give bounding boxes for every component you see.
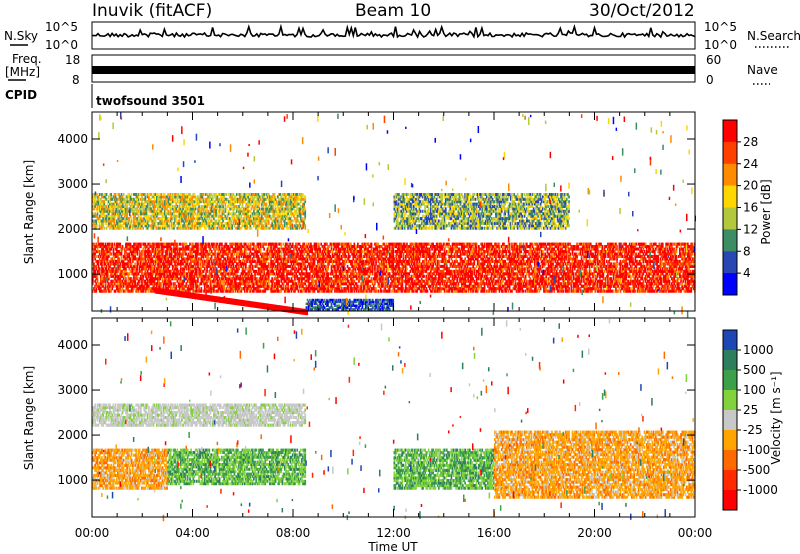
- nsky-tick-bottom: 10^0: [45, 38, 78, 52]
- heatmap-cell: [438, 260, 440, 263]
- heatmap-cell: [319, 248, 321, 251]
- heatmap-cell: [318, 243, 320, 246]
- heatmap-cell: [201, 287, 203, 290]
- freq-trace: [92, 66, 695, 74]
- heatmap-cell: [476, 243, 478, 246]
- heatmap-cell: [213, 243, 215, 246]
- heatmap-cell: [327, 272, 329, 275]
- nave-label: Nave: [747, 63, 778, 77]
- freq-label-line2: [MHz]: [5, 65, 40, 79]
- heatmap-cell: [263, 248, 265, 251]
- heatmap-cell: [284, 275, 286, 278]
- heatmap-cell: [362, 250, 364, 253]
- heatmap-cell: [111, 243, 113, 246]
- heatmap-cell: [349, 255, 351, 258]
- nave-tick-bottom: 0: [706, 73, 714, 87]
- nave-tick-top: 60: [706, 53, 721, 67]
- cpid-label: CPID: [5, 88, 37, 102]
- heatmap-cell: [357, 285, 359, 288]
- heatmap-cell: [266, 243, 268, 246]
- heatmap-cell: [180, 243, 182, 246]
- heatmap-cell: [221, 243, 223, 246]
- heatmap-cell: [427, 290, 429, 293]
- heatmap-cell: [205, 243, 207, 246]
- heatmap-cell: [95, 255, 97, 258]
- heatmap-cell: [406, 267, 408, 270]
- heatmap-cell: [118, 257, 120, 260]
- nsky-tick-top: 10^5: [45, 20, 78, 34]
- heatmap-cell: [349, 267, 351, 270]
- heatmap-cell: [423, 275, 425, 278]
- heatmap-cell: [110, 253, 112, 256]
- freq-label-line1: Freq.: [12, 52, 42, 66]
- nsearch-tick-top: 10^5: [704, 20, 737, 34]
- heatmap-cell: [375, 287, 377, 290]
- nsearch-label: N.Search: [747, 29, 800, 43]
- heatmap-cell: [197, 243, 199, 246]
- heatmap-cell: [99, 267, 101, 270]
- heatmap-cell: [252, 265, 254, 268]
- freq-panel: Freq. [MHz] 18 8 60 0 Nave: [5, 52, 778, 87]
- heatmap-cell: [378, 290, 380, 293]
- nsearch-tick-bottom: 10^0: [704, 38, 737, 52]
- cpid-value: twofsound 3501: [96, 94, 205, 108]
- heatmap-cell: [171, 282, 173, 285]
- heatmap-cell: [140, 243, 142, 246]
- heatmap-cell: [276, 243, 278, 246]
- heatmap-cell: [175, 285, 177, 288]
- cpid-panel: CPID twofsound 3501: [5, 84, 205, 108]
- station-title: Inuvik (fitACF): [92, 1, 212, 21]
- radar-summary-figure: Inuvik (fitACF) Beam 10 30/Oct/2012 N.Sk…: [0, 0, 800, 554]
- nsky-label: N.Sky: [4, 29, 38, 43]
- heatmap-cell: [125, 277, 127, 280]
- heatmap-cell: [260, 243, 262, 246]
- heatmap-cell: [119, 243, 121, 246]
- heatmap-cell: [280, 243, 282, 246]
- heatmap-cell: [371, 243, 373, 246]
- heatmap-cell: [122, 245, 124, 248]
- heatmap-cell: [108, 275, 110, 278]
- power-heatmap: [92, 112, 696, 317]
- heatmap-cell: [189, 243, 191, 246]
- freq-tick-bottom: 8: [72, 73, 80, 87]
- heatmap-cell: [268, 262, 270, 265]
- heatmap-cell: [354, 243, 356, 246]
- heatmap-cell: [99, 250, 101, 253]
- heatmap-cell: [292, 243, 294, 246]
- beam-title: Beam 10: [355, 1, 431, 21]
- freq-tick-top: 18: [65, 53, 80, 67]
- heatmap-cell: [381, 290, 383, 293]
- nsky-panel: N.Sky 10^5 10^0 10^5 10^0 N.Search: [4, 20, 800, 52]
- heatmap-cell: [278, 280, 280, 283]
- heatmap-cell: [177, 243, 179, 246]
- date-title: 30/Oct/2012: [589, 1, 695, 21]
